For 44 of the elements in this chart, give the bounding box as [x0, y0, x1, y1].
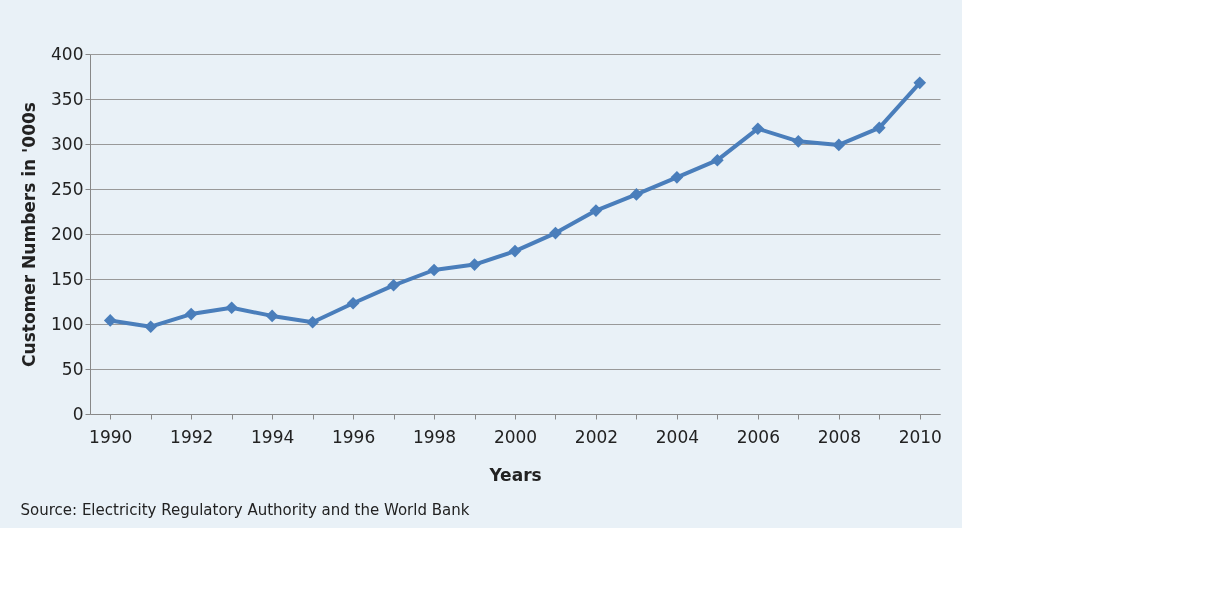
point — [670, 170, 684, 184]
point — [387, 278, 400, 292]
x-tick-label: 1996 — [331, 426, 376, 447]
point — [872, 121, 886, 135]
x-tick-label: 2010 — [898, 426, 942, 447]
point — [549, 226, 562, 240]
point — [144, 320, 158, 334]
y-tick-label: 100 — [51, 313, 84, 334]
x-tick-label: 1992 — [170, 426, 214, 447]
y-tick-label: 200 — [51, 223, 84, 244]
x-tick-label: 2008 — [817, 426, 861, 447]
point — [832, 138, 846, 152]
x-tick-label: 2006 — [736, 426, 780, 447]
point — [184, 307, 198, 321]
y-axis-title: Customer Numbers in '000s — [19, 102, 40, 367]
y-tick-label: 0 — [72, 403, 84, 424]
point — [265, 309, 279, 323]
x-axis-title: Years — [488, 464, 542, 485]
x-tick-label: 1998 — [412, 426, 457, 447]
y-tick-label: 250 — [51, 178, 84, 199]
point — [589, 204, 603, 217]
point — [103, 314, 117, 327]
point — [427, 263, 441, 277]
y-tick-label: 150 — [51, 268, 84, 289]
x-tick-label: 2004 — [655, 426, 700, 447]
point — [468, 258, 481, 271]
point — [630, 188, 643, 201]
point — [913, 76, 927, 90]
y-tick-label: 350 — [51, 88, 84, 109]
point — [306, 315, 319, 329]
x-tick-label: 2000 — [493, 426, 538, 447]
x-tick-label: 1990 — [89, 426, 133, 447]
x-tick-label: 1994 — [251, 426, 295, 447]
point — [751, 122, 765, 136]
x-tick-label: 2002 — [574, 426, 619, 447]
y-tick-label: 400 — [51, 43, 84, 64]
point — [792, 134, 805, 148]
y-tick-label: 50 — [61, 358, 84, 379]
source-note: Source: Electricity Regulatory Authority and the World Bank — [20, 501, 470, 519]
point — [711, 153, 724, 167]
point — [346, 296, 360, 310]
point — [225, 301, 238, 315]
y-tick-label: 300 — [51, 133, 84, 154]
point — [508, 244, 522, 258]
